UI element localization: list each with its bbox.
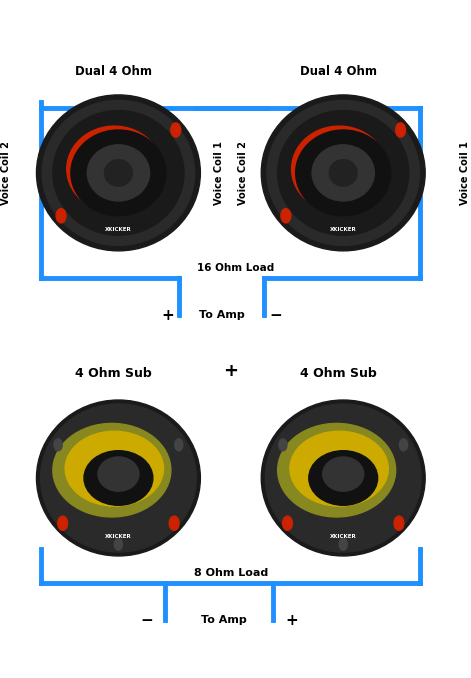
Text: XKICKER: XKICKER <box>105 226 132 231</box>
Ellipse shape <box>67 126 162 212</box>
Ellipse shape <box>329 159 357 186</box>
Ellipse shape <box>277 423 396 517</box>
Ellipse shape <box>261 400 425 556</box>
Text: 4 Ohm Sub: 4 Ohm Sub <box>300 367 377 380</box>
Text: XKICKER: XKICKER <box>330 226 357 231</box>
Text: +: + <box>161 308 174 323</box>
Circle shape <box>394 516 404 530</box>
Ellipse shape <box>105 159 132 186</box>
Ellipse shape <box>292 126 387 212</box>
Ellipse shape <box>296 130 391 216</box>
Ellipse shape <box>265 404 421 552</box>
Ellipse shape <box>290 431 388 506</box>
Text: Dual 4 Ohm: Dual 4 Ohm <box>75 65 152 78</box>
Text: Voice Coil 2: Voice Coil 2 <box>237 141 248 205</box>
Circle shape <box>175 439 183 451</box>
Circle shape <box>54 439 62 451</box>
Text: To Amp: To Amp <box>199 311 244 320</box>
Ellipse shape <box>267 100 419 245</box>
Ellipse shape <box>36 400 200 556</box>
Circle shape <box>169 516 179 530</box>
Text: XKICKER: XKICKER <box>105 534 132 539</box>
Circle shape <box>339 538 347 551</box>
Circle shape <box>171 123 181 137</box>
Text: +: + <box>223 361 238 380</box>
Ellipse shape <box>41 404 196 552</box>
Ellipse shape <box>36 95 200 251</box>
Text: −: − <box>269 308 282 323</box>
Circle shape <box>281 209 291 223</box>
Circle shape <box>279 439 287 451</box>
Ellipse shape <box>277 111 409 235</box>
Ellipse shape <box>53 423 171 517</box>
Circle shape <box>114 538 122 551</box>
Circle shape <box>58 516 68 530</box>
Ellipse shape <box>87 145 150 201</box>
Text: Voice Coil 1: Voice Coil 1 <box>460 141 470 205</box>
Circle shape <box>283 516 292 530</box>
Ellipse shape <box>71 130 166 216</box>
Text: −: − <box>140 613 153 628</box>
Ellipse shape <box>309 451 378 505</box>
Circle shape <box>396 123 406 137</box>
Ellipse shape <box>312 145 374 201</box>
Text: 16 Ohm Load: 16 Ohm Load <box>197 262 274 273</box>
Ellipse shape <box>65 431 163 506</box>
Text: XKICKER: XKICKER <box>330 534 357 539</box>
Circle shape <box>56 209 66 223</box>
Ellipse shape <box>42 100 195 245</box>
Text: 4 Ohm Sub: 4 Ohm Sub <box>75 367 152 380</box>
Text: To Amp: To Amp <box>201 616 247 625</box>
Text: 8 Ohm Load: 8 Ohm Load <box>194 567 268 578</box>
Ellipse shape <box>84 451 153 505</box>
Text: Dual 4 Ohm: Dual 4 Ohm <box>300 65 377 78</box>
Text: +: + <box>285 613 298 628</box>
Text: Voice Coil 1: Voice Coil 1 <box>214 141 224 205</box>
Ellipse shape <box>323 457 364 492</box>
Ellipse shape <box>261 95 425 251</box>
Circle shape <box>399 439 407 451</box>
Ellipse shape <box>53 111 184 235</box>
Ellipse shape <box>98 457 139 492</box>
Text: Voice Coil 2: Voice Coil 2 <box>1 141 11 205</box>
